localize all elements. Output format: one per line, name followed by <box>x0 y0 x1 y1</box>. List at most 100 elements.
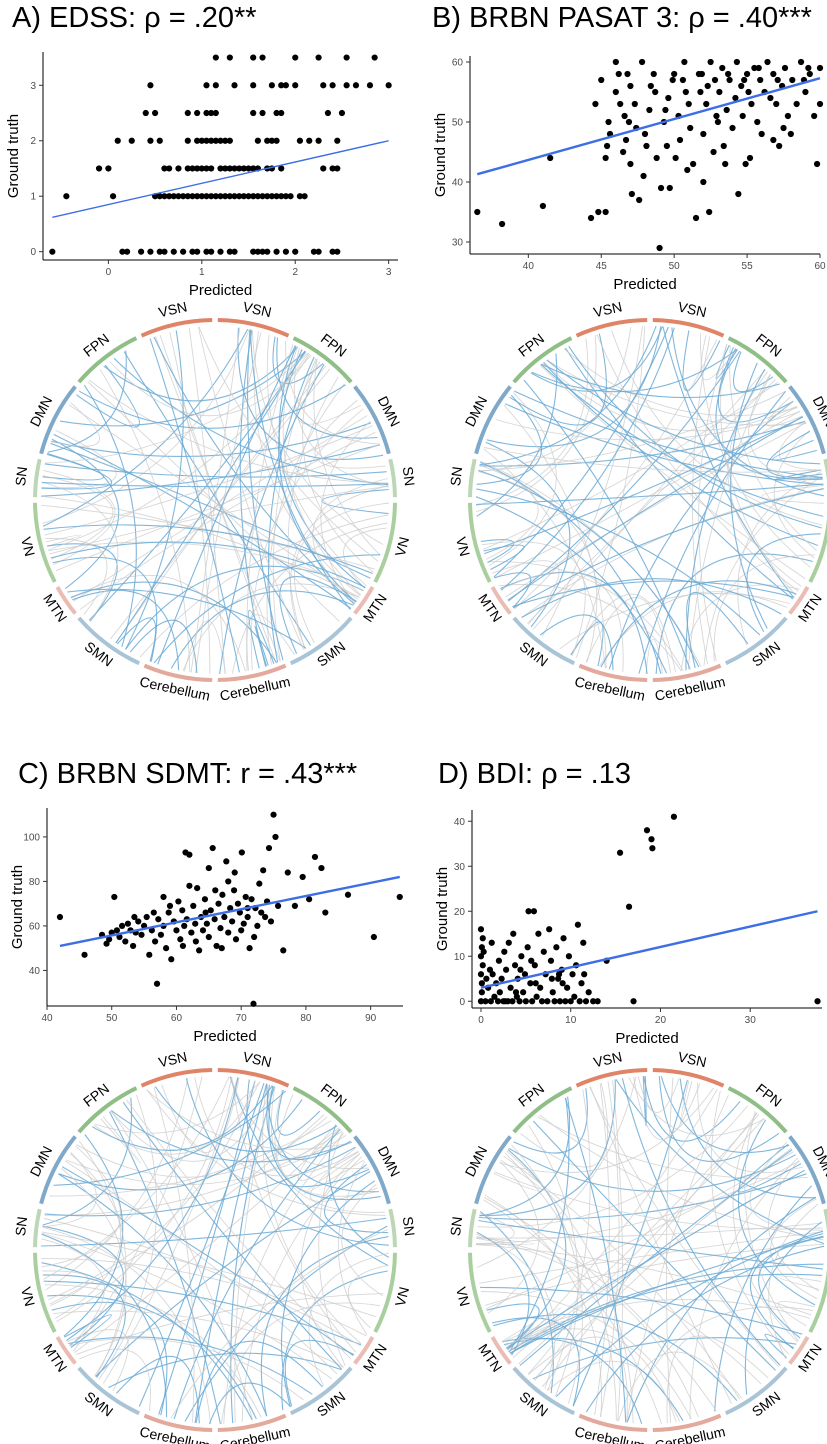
connection-chord <box>775 1275 822 1290</box>
connection-chord <box>658 1076 780 1162</box>
network-arc-dmn <box>353 1135 391 1205</box>
data-point <box>147 248 154 255</box>
connection-chord <box>324 1164 389 1234</box>
data-point <box>625 903 633 910</box>
connection-chord <box>170 590 354 669</box>
data-point <box>225 878 232 885</box>
x-tick-label: 45 <box>596 261 608 272</box>
data-point <box>324 109 332 117</box>
data-point <box>177 936 184 943</box>
network-arc-cerebellum <box>578 1413 648 1432</box>
data-point <box>745 88 752 96</box>
network-label: SMN <box>314 638 348 670</box>
network-label: MTN <box>475 1341 505 1375</box>
connection-chord <box>155 336 281 662</box>
data-point <box>203 109 210 117</box>
network-label: VN <box>392 1285 412 1308</box>
data-point <box>548 975 555 982</box>
data-point <box>156 248 163 255</box>
data-point <box>278 109 285 117</box>
connection-chord <box>511 1144 583 1404</box>
connection-chord <box>78 1140 127 1378</box>
data-point <box>773 100 780 108</box>
data-point <box>231 248 238 255</box>
data-point <box>567 998 574 1005</box>
network-label: SMN <box>517 638 551 670</box>
network-arc-mtn <box>490 586 512 615</box>
data-point <box>625 118 633 126</box>
data-point <box>180 248 187 255</box>
connection-chord <box>79 1348 151 1412</box>
connection-chord <box>737 1143 802 1193</box>
data-point <box>503 966 510 973</box>
data-point <box>638 58 646 66</box>
connection-chord <box>61 1166 354 1356</box>
data-point <box>194 884 201 892</box>
data-point <box>535 930 542 937</box>
data-point <box>208 248 215 255</box>
data-point <box>272 833 279 841</box>
connection-chord <box>476 1160 800 1244</box>
connection-chord <box>51 438 120 590</box>
data-point <box>168 956 175 963</box>
connection-chord <box>41 453 113 490</box>
network-arc-cerebellum <box>217 663 287 682</box>
data-point <box>250 165 257 172</box>
data-point <box>284 869 291 876</box>
data-point <box>278 193 285 200</box>
connection-chord <box>183 620 226 674</box>
network-arc-sn <box>823 458 827 482</box>
data-point <box>511 962 519 969</box>
data-point <box>478 989 485 996</box>
connection-chord <box>479 461 662 674</box>
connection-chord <box>194 1083 268 1423</box>
connection-chord <box>293 502 390 644</box>
data-point <box>222 165 229 172</box>
connection-chord <box>596 334 799 592</box>
connection-chord <box>138 1082 265 1407</box>
data-point <box>366 82 374 89</box>
data-point <box>184 109 191 117</box>
data-point <box>477 998 485 1005</box>
data-point <box>816 64 824 72</box>
network-label: VN <box>392 535 412 558</box>
data-point <box>329 82 336 89</box>
connection-chord <box>500 571 624 672</box>
connection-chord <box>501 1307 561 1349</box>
connection-chord <box>197 326 305 650</box>
connection-chord <box>679 1078 817 1199</box>
network-arc-mtn <box>353 586 375 615</box>
data-point <box>217 137 224 144</box>
connection-chord <box>42 328 249 527</box>
data-point <box>556 998 564 1005</box>
connection-chord <box>546 359 807 426</box>
connection-chord <box>66 1077 239 1341</box>
data-point <box>306 896 313 903</box>
network-arc-vsn <box>140 318 213 338</box>
data-point <box>226 193 233 200</box>
data-point <box>215 900 222 907</box>
data-point <box>122 938 129 945</box>
data-point <box>156 137 163 144</box>
data-point <box>517 966 524 973</box>
data-point <box>184 137 191 144</box>
data-point <box>343 82 350 89</box>
data-point <box>105 165 112 172</box>
data-point <box>203 920 210 927</box>
data-point <box>254 248 261 255</box>
y-axis-label: Ground truth <box>9 865 26 949</box>
connection-chord <box>42 1225 124 1347</box>
data-point <box>63 193 70 200</box>
data-point <box>806 70 813 78</box>
network-arc-smn <box>512 616 576 666</box>
data-point <box>553 944 560 951</box>
data-point <box>528 957 535 964</box>
data-point <box>713 112 720 120</box>
data-point <box>698 70 705 78</box>
connection-chord <box>58 1173 268 1417</box>
network-label: MTN <box>360 591 390 625</box>
network-label: VN <box>453 535 473 558</box>
x-tick-label: 50 <box>669 261 681 272</box>
data-point <box>682 88 689 96</box>
connection-chord <box>154 1086 338 1153</box>
